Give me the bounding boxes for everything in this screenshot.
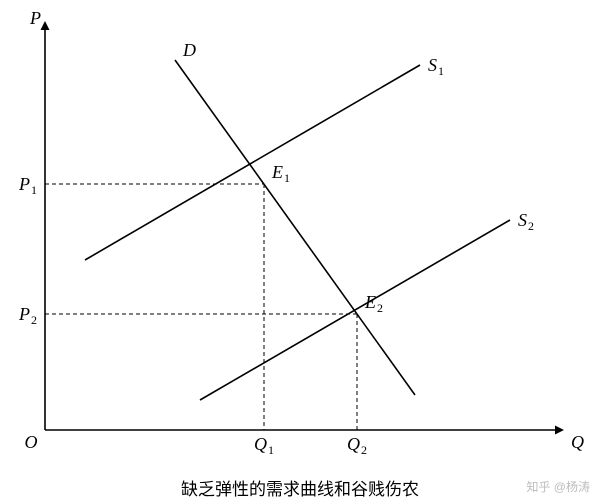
- svg-text:S1: S1: [428, 55, 444, 78]
- svg-text:O: O: [25, 432, 38, 452]
- svg-text:D: D: [182, 40, 196, 60]
- svg-text:P: P: [29, 8, 41, 28]
- svg-text:P2: P2: [18, 304, 37, 327]
- svg-text:Q: Q: [571, 432, 584, 452]
- watermark: 知乎 @杨涛: [526, 478, 590, 495]
- svg-text:Q2: Q2: [347, 434, 367, 457]
- svg-text:S2: S2: [518, 210, 534, 233]
- svg-text:Q1: Q1: [254, 434, 274, 457]
- economics-diagram: PQODS1S2E1E2P1P2Q1Q2: [0, 0, 600, 475]
- svg-text:P1: P1: [18, 174, 37, 197]
- caption: 缺乏弹性的需求曲线和谷贱伤农: [0, 475, 600, 500]
- svg-text:E1: E1: [271, 162, 290, 185]
